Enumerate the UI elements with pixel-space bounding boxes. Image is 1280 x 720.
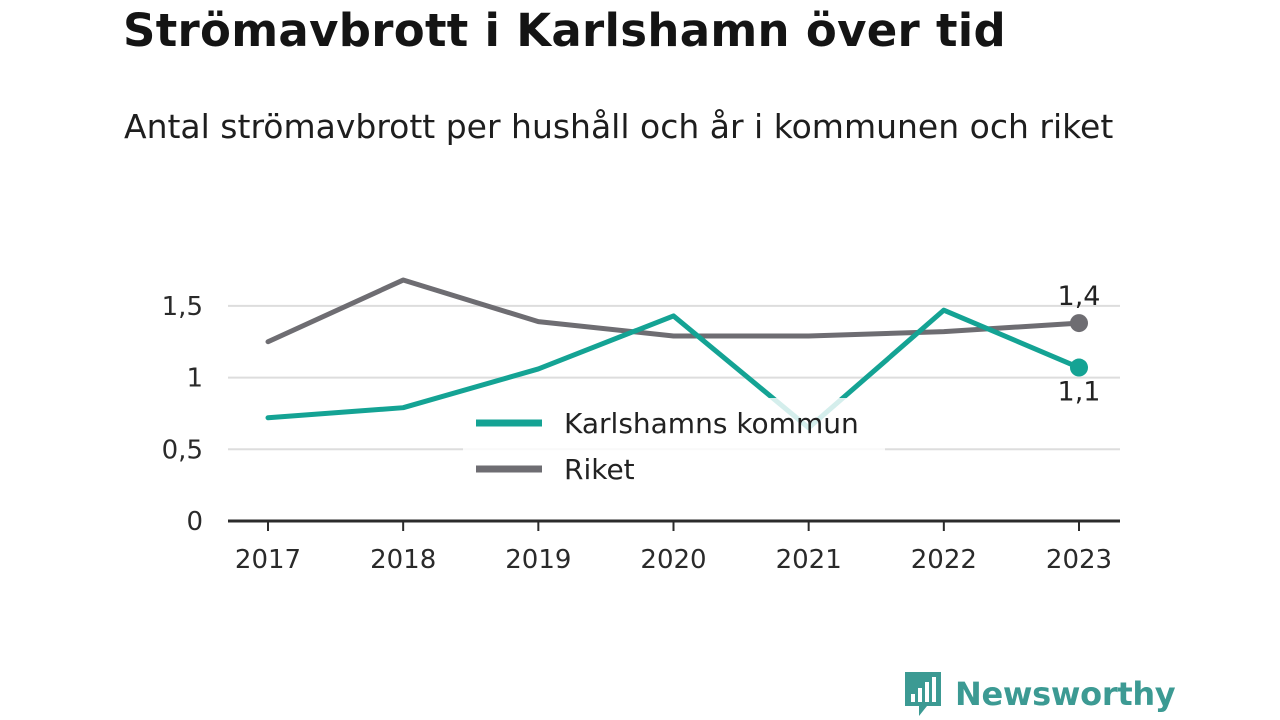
y-tick-label: 0 <box>186 507 203 537</box>
endpoint-marker-karlshamns-kommun <box>1070 358 1088 377</box>
endpoint-marker-riket <box>1070 314 1088 333</box>
series-line-karlshamns-kommun <box>265 307 1082 431</box>
x-tick-label: 2018 <box>370 545 436 575</box>
end-value-label: 1,1 <box>1058 377 1101 408</box>
x-tick-label: 2017 <box>235 545 301 575</box>
legend-background <box>463 398 885 494</box>
brand-name: Newsworthy <box>955 675 1176 713</box>
y-tick-label: 0,5 <box>162 435 203 465</box>
series-line-riket <box>265 277 1082 345</box>
x-tick-label: 2021 <box>776 545 842 575</box>
y-tick-label: 1 <box>186 364 203 394</box>
y-tick-label: 1,5 <box>162 292 203 322</box>
x-tick-label: 2022 <box>911 545 977 575</box>
brand-logo: Newsworthy <box>903 670 1176 718</box>
chart-title: Strömavbrott i Karlshamn över tid <box>123 4 1007 57</box>
end-value-label: 1,4 <box>1058 281 1101 312</box>
legend-label: Karlshamns kommun <box>564 407 859 440</box>
chart-subtitle: Antal strömavbrott per hushåll och år i … <box>124 107 1114 146</box>
legend-label: Riket <box>564 453 635 486</box>
x-tick-label: 2023 <box>1046 545 1112 575</box>
x-tick-label: 2019 <box>505 545 571 575</box>
x-tick-label: 2020 <box>640 545 706 575</box>
bar-chart-speech-bubble-icon <box>905 672 941 716</box>
